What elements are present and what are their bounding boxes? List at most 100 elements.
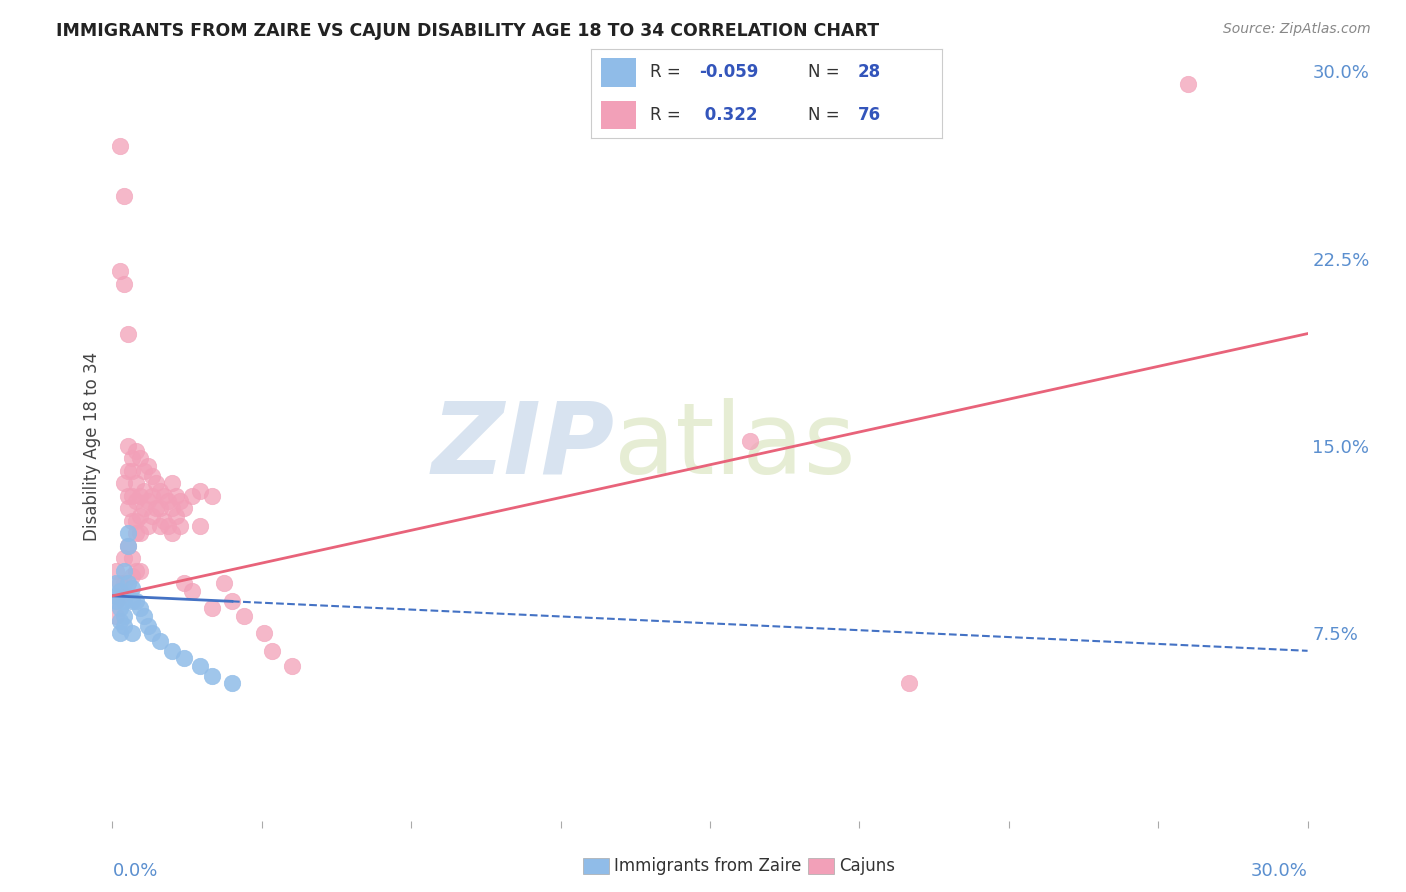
Point: [110, 139, 132, 153]
Point: [117, 326, 139, 341]
Point: [110, 583, 132, 598]
Point: [110, 601, 132, 615]
Point: [117, 539, 139, 553]
Point: [121, 551, 143, 566]
Point: [134, 464, 156, 478]
Point: [181, 489, 204, 503]
Point: [138, 494, 160, 508]
Point: [117, 501, 139, 516]
Point: [157, 519, 180, 533]
Point: [149, 483, 172, 498]
Point: [110, 264, 132, 278]
Point: [173, 576, 195, 591]
Point: [117, 439, 139, 453]
Point: [117, 539, 139, 553]
Text: IMMIGRANTS FROM ZAIRE VS CAJUN DISABILITY AGE 18 TO 34 CORRELATION CHART: IMMIGRANTS FROM ZAIRE VS CAJUN DISABILIT…: [56, 22, 879, 40]
Point: [173, 501, 195, 516]
Text: Cajuns: Cajuns: [839, 857, 896, 875]
Point: [149, 501, 172, 516]
Point: [141, 508, 163, 523]
Point: [114, 594, 135, 608]
Point: [138, 619, 160, 633]
Point: [110, 614, 132, 628]
Point: [162, 501, 183, 516]
Text: Source: ZipAtlas.com: Source: ZipAtlas.com: [1223, 22, 1371, 37]
Point: [145, 501, 167, 516]
Point: [110, 589, 132, 603]
Point: [134, 501, 156, 516]
Point: [145, 476, 167, 491]
Y-axis label: Disability Age 18 to 34: Disability Age 18 to 34: [83, 351, 101, 541]
Point: [114, 608, 135, 623]
Point: [153, 489, 176, 503]
Point: [125, 494, 148, 508]
Point: [149, 633, 172, 648]
Point: [129, 489, 152, 503]
Point: [121, 594, 143, 608]
Text: 76: 76: [858, 106, 880, 124]
Point: [138, 519, 160, 533]
Point: [129, 601, 152, 615]
Point: [138, 458, 160, 473]
Text: N =: N =: [808, 106, 845, 124]
Point: [162, 644, 183, 658]
FancyBboxPatch shape: [602, 58, 636, 87]
Point: [110, 576, 132, 591]
Point: [114, 619, 135, 633]
Point: [1177, 77, 1199, 91]
Point: [233, 608, 256, 623]
Point: [149, 519, 172, 533]
Point: [105, 564, 128, 578]
Point: [114, 476, 135, 491]
Point: [121, 582, 143, 596]
Point: [105, 576, 128, 591]
Point: [121, 464, 143, 478]
Point: [117, 526, 139, 541]
Point: [212, 576, 235, 591]
Point: [253, 626, 276, 640]
FancyBboxPatch shape: [602, 101, 636, 129]
Point: [201, 601, 224, 615]
Point: [165, 508, 187, 523]
Point: [169, 494, 191, 508]
Point: [110, 626, 132, 640]
Text: 28: 28: [858, 63, 880, 81]
Point: [134, 483, 156, 498]
Text: atlas: atlas: [614, 398, 856, 494]
Point: [221, 676, 243, 690]
Point: [114, 277, 135, 291]
Text: -0.059: -0.059: [699, 63, 759, 81]
Point: [173, 651, 195, 665]
Text: 0.322: 0.322: [699, 106, 758, 124]
Text: 0.0%: 0.0%: [112, 862, 157, 880]
Point: [141, 469, 163, 483]
Point: [114, 564, 135, 578]
Text: ZIP: ZIP: [432, 398, 614, 494]
Point: [117, 464, 139, 478]
Point: [121, 489, 143, 503]
Point: [153, 514, 176, 528]
Point: [162, 476, 183, 491]
Text: N =: N =: [808, 63, 845, 81]
Point: [114, 189, 135, 203]
Point: [121, 569, 143, 583]
Point: [105, 594, 128, 608]
Point: [129, 508, 152, 523]
Text: 30.0%: 30.0%: [1251, 862, 1308, 880]
Point: [165, 489, 187, 503]
Point: [134, 608, 156, 623]
Point: [181, 583, 204, 598]
Point: [117, 576, 139, 591]
Point: [188, 658, 211, 673]
Point: [114, 551, 135, 566]
Point: [125, 526, 148, 541]
Point: [738, 434, 761, 448]
Point: [188, 483, 211, 498]
Point: [162, 526, 183, 541]
Point: [260, 644, 283, 658]
Point: [121, 514, 143, 528]
Point: [129, 451, 152, 466]
Point: [105, 594, 128, 608]
Point: [125, 514, 148, 528]
Point: [188, 519, 211, 533]
